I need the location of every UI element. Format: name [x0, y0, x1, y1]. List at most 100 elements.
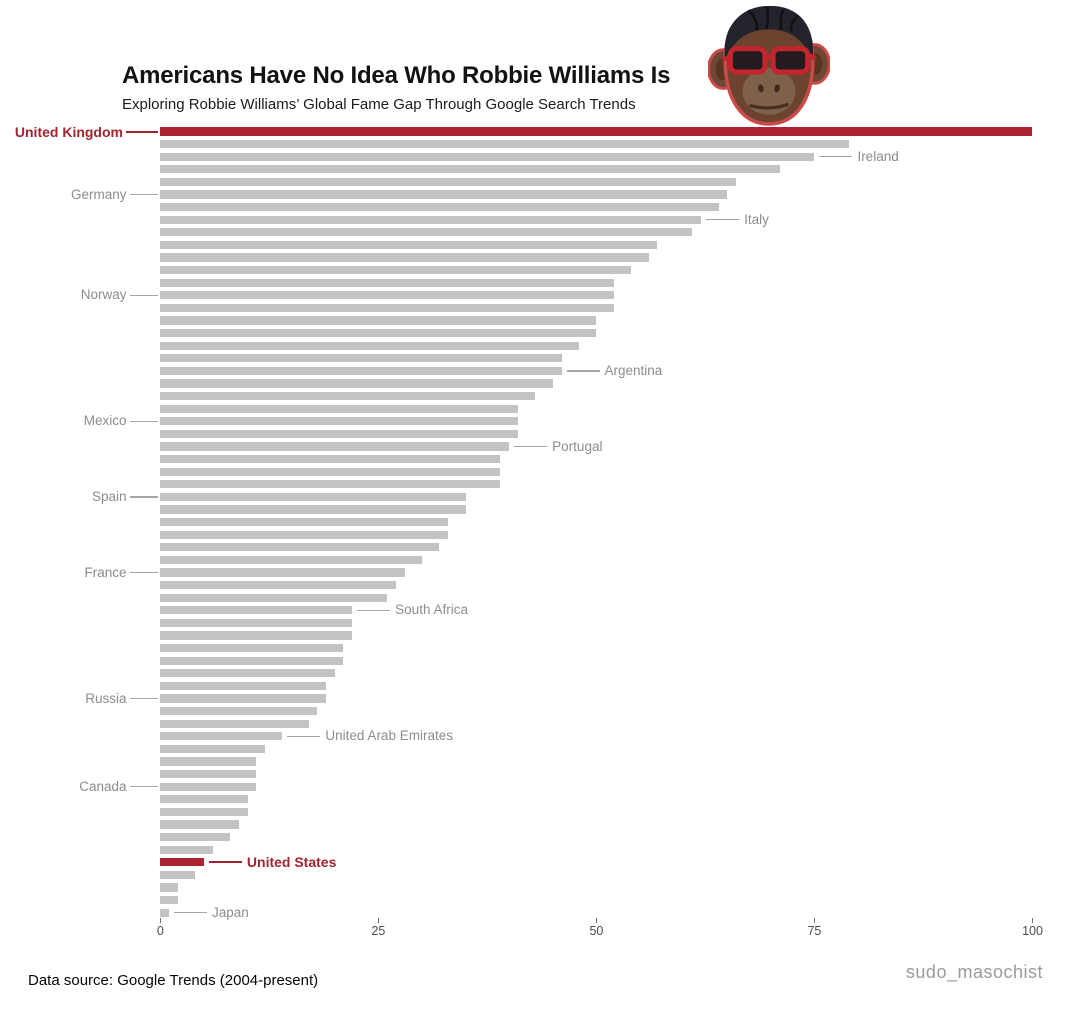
bar-united-states [160, 858, 204, 867]
country-label-italy: Italy [744, 211, 769, 227]
bar-canada [160, 782, 257, 791]
page-title: Americans Have No Idea Who Robbie Willia… [122, 62, 671, 89]
country-label-united-kingdom: United Kingdom [14, 123, 123, 140]
bar [160, 165, 780, 174]
bar [160, 744, 265, 754]
leader-line-ireland [819, 156, 853, 158]
country-label-argentina: Argentina [604, 362, 663, 378]
bar [160, 593, 388, 602]
page-subtitle: Exploring Robbie Williams’ Global Fame G… [122, 96, 636, 113]
bar [160, 278, 614, 287]
bar [160, 316, 597, 325]
x-axis-tick-label: 50 [589, 924, 604, 938]
leader-line-united-states [208, 861, 242, 864]
bar [160, 832, 231, 842]
bar-portugal [160, 442, 510, 451]
monkey-sticker-svg [707, 5, 831, 126]
bar [160, 265, 632, 275]
bar-norway [160, 291, 614, 300]
leader-line-russia [129, 697, 158, 700]
leader-line-mexico [129, 420, 158, 422]
x-axis-tick [813, 918, 816, 923]
bar [160, 303, 614, 313]
bar [160, 807, 248, 817]
monkey-sticker-icon [707, 4, 831, 128]
bar [160, 404, 518, 413]
bar [160, 391, 536, 401]
country-label-south-africa: South Africa [395, 602, 468, 618]
watermark: sudo_masochist [905, 962, 1043, 982]
bar [160, 240, 658, 250]
leader-line-portugal [514, 445, 548, 448]
bar-argentina [160, 366, 562, 376]
leader-line-argentina [566, 370, 600, 372]
bar [160, 555, 422, 565]
bar-france [160, 568, 405, 577]
bar-ireland [160, 152, 815, 161]
leader-line-norway [129, 294, 158, 296]
leader-line-canada [129, 786, 158, 788]
bar [160, 845, 213, 854]
leader-line-germany [129, 193, 158, 196]
x-axis-tick [159, 918, 162, 923]
bar [160, 769, 257, 779]
bar [160, 669, 335, 678]
data-source-note: Data source: Google Trends (2004-present… [28, 972, 319, 989]
country-label-united-arab-emirates: United Arab Emirates [325, 728, 453, 744]
x-axis-tick [377, 918, 380, 923]
bar-south-africa [160, 606, 353, 615]
country-label-germany: Germany [70, 186, 127, 202]
bar [160, 454, 501, 464]
country-label-mexico: Mexico [83, 413, 127, 429]
bar [160, 480, 501, 489]
bar-japan [160, 908, 170, 917]
bar [160, 530, 449, 539]
bar [160, 505, 466, 514]
country-label-portugal: Portugal [552, 438, 603, 454]
country-label-canada: Canada [79, 778, 127, 794]
bar [160, 870, 196, 880]
bar [160, 341, 579, 350]
x-axis-tick-label: 0 [156, 924, 164, 938]
country-label-russia: Russia [85, 690, 127, 706]
bar-russia [160, 694, 326, 703]
leader-line-spain [129, 496, 158, 498]
country-label-ireland: Ireland [857, 148, 899, 164]
bar [160, 883, 178, 892]
bar [160, 467, 501, 476]
bar-italy [160, 215, 702, 224]
x-axis-tick-label: 25 [371, 924, 386, 938]
bar [160, 795, 248, 804]
bar-united-kingdom [160, 127, 1033, 136]
country-label-spain: Spain [91, 488, 127, 504]
x-axis-tick [1031, 918, 1034, 923]
bar [160, 631, 353, 640]
country-label-france: France [84, 564, 127, 580]
leader-line-france [129, 571, 158, 574]
bar [160, 543, 440, 552]
bar [160, 354, 562, 363]
bar [160, 820, 239, 829]
x-axis-tick-label: 100 [1022, 924, 1043, 938]
bar [160, 379, 553, 388]
bar [160, 895, 178, 905]
bar [160, 757, 257, 766]
bar [160, 328, 597, 338]
country-label-japan: Japan [212, 904, 249, 920]
bar-germany [160, 190, 728, 199]
leader-line-japan [174, 912, 208, 914]
leader-line-south-africa [357, 609, 391, 611]
bar [160, 706, 318, 716]
bar [160, 253, 649, 262]
bar-mexico [160, 417, 518, 426]
leader-line-united-kingdom [126, 130, 158, 133]
country-label-united-states: United States [246, 854, 337, 871]
bar [160, 618, 353, 628]
bar [160, 719, 309, 728]
bar [160, 202, 719, 212]
bar [160, 429, 518, 439]
bar [160, 643, 344, 653]
bar [160, 580, 396, 590]
